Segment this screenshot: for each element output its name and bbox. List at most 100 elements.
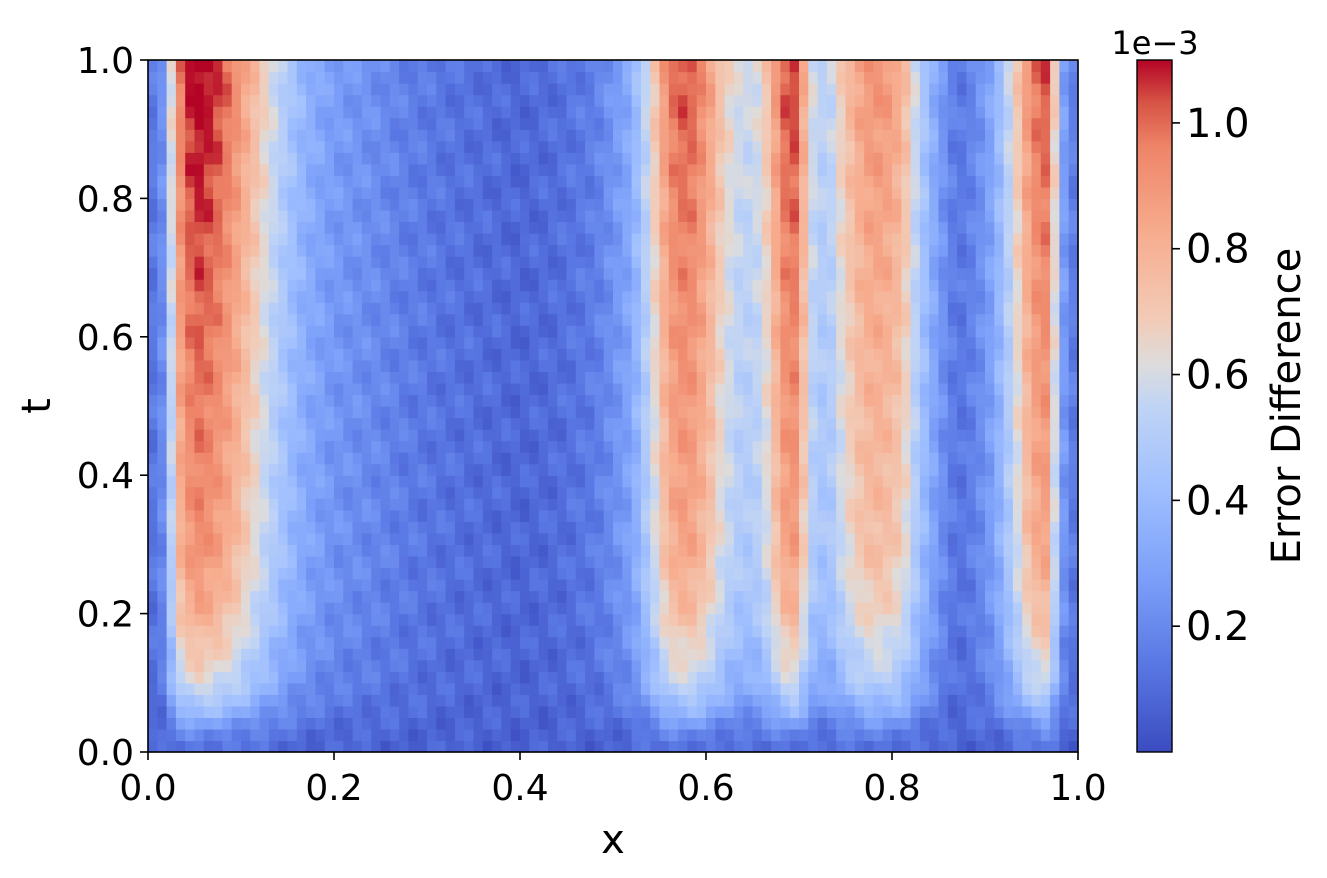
heatmap-cell bbox=[296, 648, 307, 661]
heatmap-cell bbox=[882, 440, 893, 453]
heatmap-cell bbox=[780, 302, 791, 315]
heatmap-cell bbox=[640, 555, 651, 569]
heatmap-cell bbox=[603, 336, 614, 349]
heatmap-cell bbox=[427, 186, 437, 199]
heatmap-cell bbox=[864, 486, 874, 499]
heatmap-cell bbox=[529, 233, 540, 246]
heatmap-cell bbox=[780, 602, 791, 615]
heatmap-cell bbox=[789, 244, 800, 257]
heatmap-cell bbox=[501, 359, 512, 372]
heatmap-cell bbox=[306, 671, 316, 684]
heatmap-cell bbox=[259, 509, 270, 522]
heatmap-cell bbox=[910, 198, 921, 211]
heatmap-cell bbox=[985, 256, 995, 269]
heatmap-cell bbox=[148, 359, 158, 372]
heatmap-cell bbox=[222, 290, 233, 303]
heatmap-cell bbox=[882, 371, 893, 384]
heatmap-cell bbox=[957, 648, 967, 661]
heatmap-cell bbox=[352, 440, 363, 453]
heatmap-cell bbox=[966, 475, 977, 488]
heatmap-cell bbox=[910, 359, 921, 372]
heatmap-cell bbox=[473, 290, 484, 303]
heatmap-cell bbox=[324, 244, 335, 257]
heatmap-cell bbox=[966, 394, 977, 407]
heatmap-cell bbox=[678, 267, 688, 280]
heatmap-cell bbox=[817, 728, 828, 742]
heatmap-cell bbox=[529, 336, 540, 349]
heatmap-cell bbox=[417, 417, 428, 430]
heatmap-cell bbox=[268, 509, 279, 522]
heatmap-cell bbox=[1022, 717, 1033, 730]
heatmap-cell bbox=[873, 382, 884, 396]
heatmap-cell bbox=[222, 406, 233, 419]
heatmap-cell bbox=[157, 382, 168, 396]
heatmap-cell bbox=[334, 544, 344, 557]
heatmap-cell bbox=[845, 406, 856, 419]
heatmap-cell bbox=[566, 382, 577, 396]
heatmap-cell bbox=[622, 371, 633, 384]
heatmap-cell bbox=[631, 636, 642, 649]
heatmap-cell bbox=[845, 486, 856, 499]
heatmap-cell bbox=[789, 267, 800, 280]
heatmap-cell bbox=[203, 602, 214, 615]
heatmap-cell bbox=[436, 590, 447, 603]
heatmap-cell bbox=[501, 198, 512, 211]
heatmap-cell bbox=[780, 463, 791, 476]
heatmap-cell bbox=[445, 590, 456, 603]
heatmap-cell bbox=[1059, 417, 1070, 430]
heatmap-cell bbox=[445, 740, 456, 753]
heatmap-cell bbox=[566, 625, 577, 638]
heatmap-cell bbox=[473, 440, 484, 453]
heatmap-cell bbox=[1022, 221, 1033, 234]
heatmap-cell bbox=[222, 463, 233, 476]
heatmap-cell bbox=[417, 429, 428, 442]
heatmap-cell bbox=[594, 382, 605, 396]
heatmap-cell bbox=[975, 290, 986, 303]
heatmap-cell bbox=[510, 267, 521, 280]
heatmap-cell bbox=[213, 717, 223, 730]
heatmap-cell bbox=[482, 440, 493, 453]
heatmap-cell bbox=[231, 648, 242, 661]
heatmap-cell bbox=[213, 463, 223, 476]
heatmap-cell bbox=[1068, 325, 1079, 338]
heatmap-cell bbox=[296, 486, 307, 499]
heatmap-cell bbox=[594, 486, 605, 499]
heatmap-cell bbox=[622, 682, 633, 695]
heatmap-cell bbox=[882, 279, 893, 292]
heatmap-cell bbox=[380, 671, 391, 684]
heatmap-cell bbox=[213, 590, 223, 603]
heatmap-cell bbox=[873, 682, 884, 695]
heatmap-cell bbox=[854, 256, 865, 269]
heatmap-cell bbox=[1031, 671, 1042, 684]
heatmap-cell bbox=[492, 602, 502, 615]
heatmap-cell bbox=[1050, 221, 1060, 234]
heatmap-cell bbox=[241, 186, 251, 199]
heatmap-cell bbox=[724, 590, 735, 603]
heatmap-cell bbox=[241, 579, 251, 592]
heatmap-cell bbox=[1012, 348, 1023, 361]
heatmap-cell bbox=[575, 486, 586, 499]
heatmap-cell bbox=[938, 532, 949, 545]
heatmap-cell bbox=[1050, 267, 1060, 280]
heatmap-cell bbox=[241, 694, 251, 707]
heatmap-cell bbox=[520, 209, 530, 223]
heatmap-cell bbox=[789, 348, 800, 361]
heatmap-cell bbox=[901, 567, 912, 580]
heatmap-cell bbox=[687, 509, 698, 522]
heatmap-cell bbox=[185, 590, 196, 603]
heatmap-cell bbox=[213, 544, 223, 557]
heatmap-cell bbox=[780, 417, 791, 430]
heatmap-cell bbox=[613, 521, 623, 534]
heatmap-cell bbox=[250, 705, 261, 718]
heatmap-cell bbox=[724, 417, 735, 430]
heatmap-cell bbox=[668, 705, 679, 718]
heatmap-cell bbox=[501, 728, 512, 742]
heatmap-cell bbox=[408, 313, 419, 326]
heatmap-cell bbox=[817, 233, 828, 246]
heatmap-cell bbox=[557, 659, 568, 672]
heatmap-cell bbox=[854, 267, 865, 280]
heatmap-cell bbox=[231, 440, 242, 453]
heatmap-cell bbox=[166, 256, 177, 269]
heatmap-cell bbox=[408, 440, 419, 453]
heatmap-cell bbox=[454, 382, 465, 396]
